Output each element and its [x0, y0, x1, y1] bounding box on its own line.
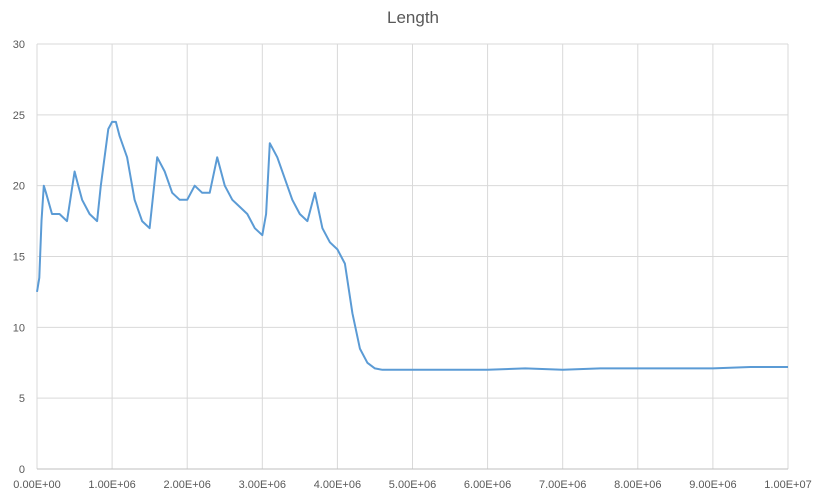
x-tick-label: 2.00E+06	[163, 479, 210, 491]
x-tick-label: 8.00E+06	[614, 479, 661, 491]
x-tick-label: 3.00E+06	[239, 479, 286, 491]
y-tick-label: 0	[19, 464, 25, 476]
x-tick-label: 6.00E+06	[464, 479, 511, 491]
y-tick-label: 10	[13, 322, 25, 334]
y-tick-label: 5	[19, 393, 25, 405]
series-line	[36, 120, 788, 371]
y-tick-label: 30	[13, 39, 25, 51]
x-tick-label: 4.00E+06	[314, 479, 361, 491]
y-tick-label: 25	[13, 110, 25, 122]
y-tick-label: 20	[13, 181, 25, 193]
series-layer	[36, 120, 788, 371]
x-tick-label: 9.00E+06	[689, 479, 736, 491]
x-tick-label: 1.00E+06	[88, 479, 135, 491]
x-tick-label: 5.00E+06	[389, 479, 436, 491]
x-tick-label: 1.00E+07	[764, 479, 811, 491]
tick-labels: 0 5 10 15 20 25 30 0.00E+00 1.00E+06 2.00E+06 3.00…	[13, 39, 812, 491]
chart-title: Length	[387, 8, 439, 27]
grid-lines	[36, 43, 789, 469]
x-tick-label: 7.00E+06	[539, 479, 586, 491]
y-tick-label: 15	[13, 252, 25, 264]
x-tick-label: 0.00E+00	[13, 479, 60, 491]
